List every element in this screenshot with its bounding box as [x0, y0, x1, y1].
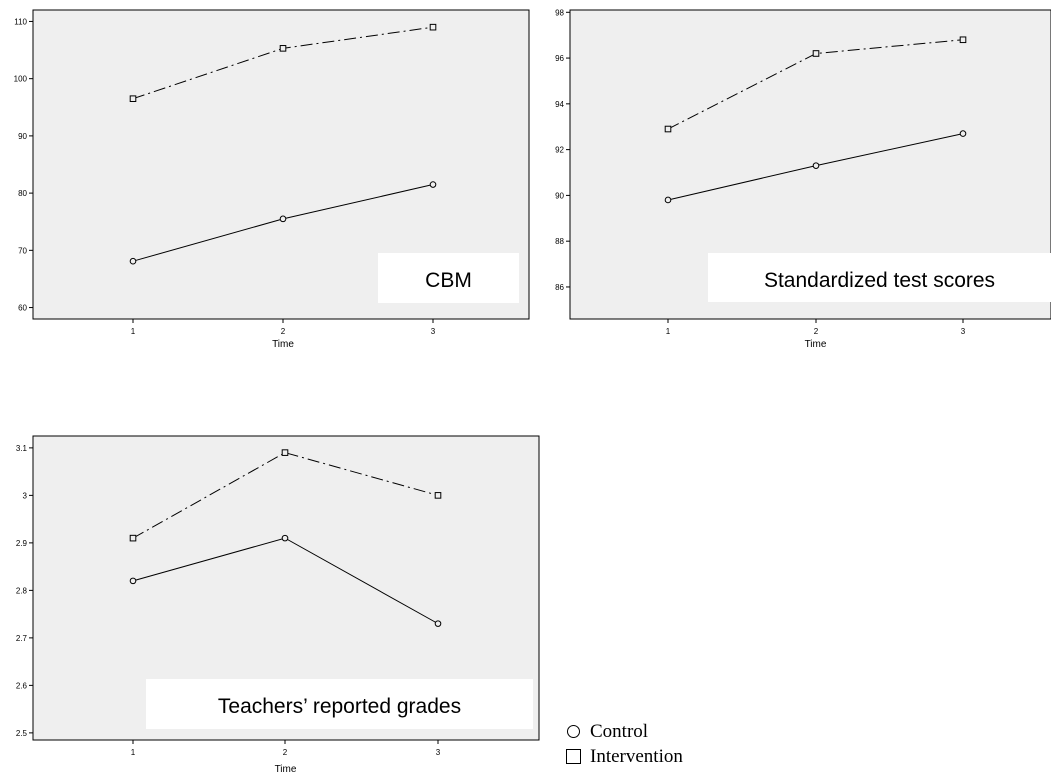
legend-label-control: Control [590, 721, 649, 742]
x-tick-label: 3 [436, 748, 441, 757]
y-tick-label: 88 [555, 237, 564, 246]
y-tick-label: 90 [18, 132, 27, 141]
series-intervention-point [959, 36, 967, 44]
y-tick-label: 86 [555, 283, 564, 292]
square-marker-icon [566, 749, 581, 764]
chart-panel-1: 60 70 80 90 100 110 1 2 3 Time CBM [14, 9, 530, 350]
x-axis-label: Time [805, 339, 827, 350]
series-control-point [812, 162, 820, 169]
y-tick-label: 98 [555, 8, 564, 17]
y-tick-label: 90 [555, 191, 564, 200]
series-intervention-point [129, 95, 137, 102]
series-intervention-point [281, 449, 289, 456]
series-intervention-point [812, 50, 820, 57]
x-tick-label: 2 [281, 327, 286, 336]
panel-label-box [378, 253, 519, 303]
series-intervention-point [429, 23, 437, 31]
legend-item-intervention: Intervention [566, 744, 683, 769]
legend-label-intervention: Intervention [590, 746, 683, 767]
x-tick-label: 1 [131, 327, 136, 336]
series-control-point [959, 130, 967, 137]
panel-label: Standardized test scores [764, 269, 995, 292]
y-tick-label: 3 [23, 491, 28, 500]
y-tick-label: 60 [18, 304, 27, 313]
series-control-point [434, 620, 442, 627]
y-tick-label: 80 [18, 189, 27, 198]
y-tick-label: 2.6 [16, 681, 28, 690]
series-control-point [279, 215, 287, 223]
series-intervention-point [664, 125, 672, 133]
x-tick-label: 1 [131, 748, 136, 757]
y-tick-label: 96 [555, 54, 564, 63]
panel-label-box [708, 253, 1051, 302]
panel-label: Teachers’ reported grades [218, 695, 461, 718]
y-tick-label: 3.1 [16, 444, 28, 453]
chart-panel-3: 2.5 2.6 2.7 2.8 2.9 3 3.1 1 2 3 Time Teachers’ repo… [16, 435, 540, 773]
y-tick-label: 94 [555, 100, 564, 109]
legend: Control Intervention [566, 719, 683, 769]
series-intervention-point [129, 534, 137, 542]
y-tick-label: 100 [14, 75, 28, 84]
series-intervention-line [667, 39, 964, 130]
x-axis-label: Time [275, 764, 297, 773]
circle-marker-icon [567, 725, 580, 738]
panel-label-box [146, 679, 533, 729]
series-control-point [129, 577, 137, 585]
x-tick-label: 2 [814, 327, 819, 336]
y-tick-label: 2.9 [16, 539, 28, 548]
series-intervention-point [279, 45, 287, 52]
series-intervention-point [434, 492, 442, 499]
y-tick-label: 70 [18, 246, 27, 255]
x-tick-label: 2 [283, 748, 288, 757]
legend-item-control: Control [566, 719, 683, 744]
series-control-point [129, 257, 137, 265]
panel-label: CBM [425, 269, 472, 292]
chart-panel-2: 86 88 90 92 94 96 98 1 2 3 Time Standardized test s… [555, 8, 1051, 350]
series-control-point [429, 181, 437, 188]
x-tick-label: 3 [961, 327, 966, 336]
y-tick-label: 92 [555, 146, 564, 155]
series-control-point [664, 196, 672, 204]
x-axis-label: Time [272, 339, 294, 350]
x-tick-label: 1 [666, 327, 671, 336]
y-tick-label: 2.5 [16, 729, 28, 738]
series-intervention-line [132, 452, 439, 539]
x-tick-label: 3 [431, 327, 436, 336]
y-tick-label: 2.7 [16, 634, 28, 643]
series-control-point [281, 534, 289, 542]
y-tick-label: 110 [14, 17, 27, 26]
y-tick-label: 2.8 [16, 586, 28, 595]
